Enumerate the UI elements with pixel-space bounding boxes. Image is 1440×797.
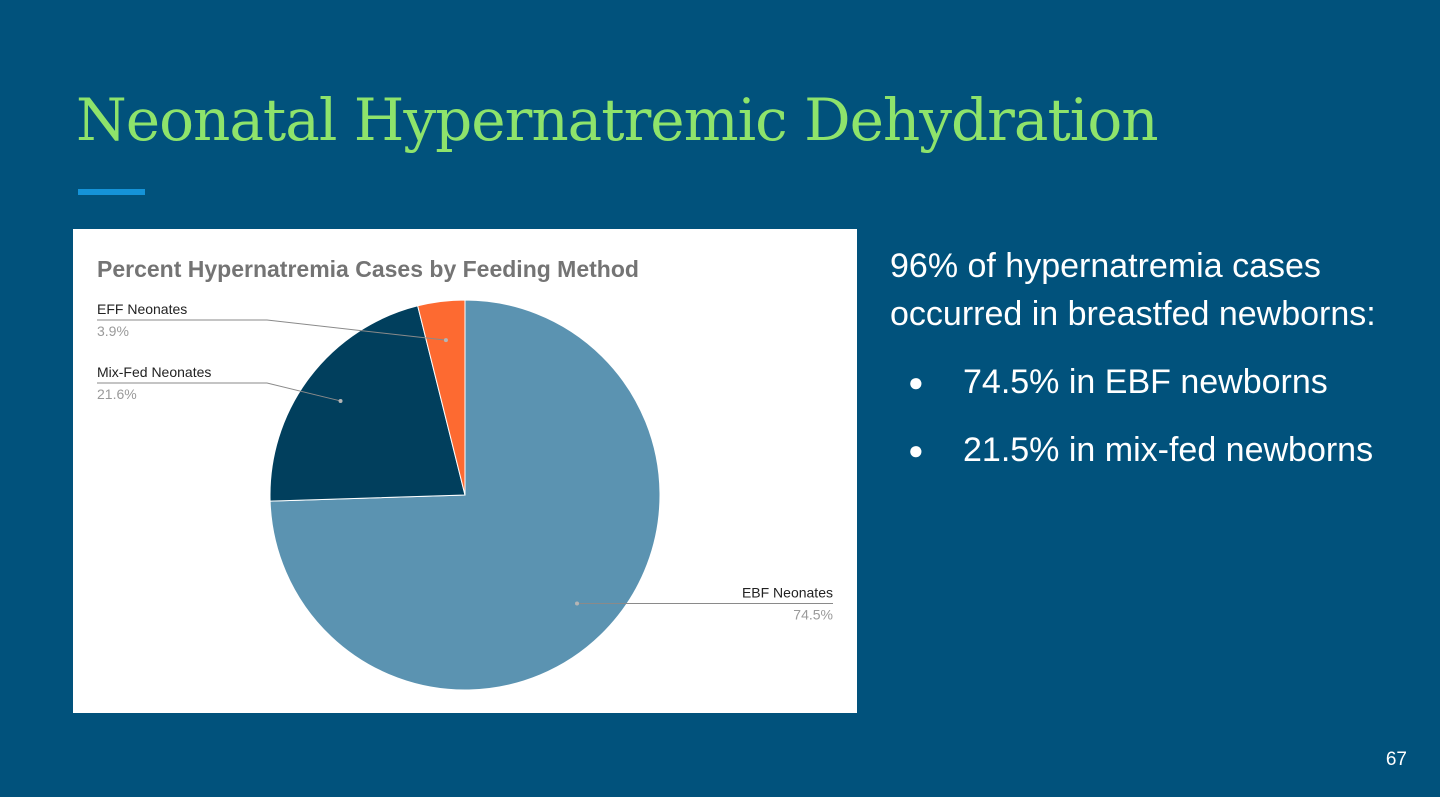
pie-slices: [269, 299, 661, 691]
chart-card: Percent Hypernatremia Cases by Feeding M…: [73, 229, 857, 713]
pie-slice-eff-neonates: [417, 299, 466, 496]
slide-title: Neonatal Hypernatremic Dehydration: [76, 86, 1159, 154]
summary-lead: 96% of hypernatremia cases occurred in b…: [890, 247, 1376, 333]
slice-label: EFF Neonates: [97, 301, 187, 317]
pie-slice-mix-fed-neonates: [269, 305, 466, 502]
pie-labels: EBF Neonates 74.5% Mix-Fed Neonates 21.6% EF…: [97, 301, 833, 623]
leader-line: [97, 319, 446, 341]
bullet-text: 21.5% in mix-fed newborns: [963, 431, 1374, 469]
slice-value-label: 3.9%: [97, 323, 129, 339]
title-accent-bar: [78, 189, 145, 195]
chart-title: Percent Hypernatremia Cases by Feeding M…: [97, 256, 639, 282]
bullet-text: 74.5% in EBF newborns: [963, 363, 1328, 401]
summary-panel: 96% of hypernatremia cases occurred in b…: [890, 242, 1390, 494]
page-number: 67: [1385, 749, 1407, 770]
list-item: ● 74.5% in EBF newborns: [890, 358, 1390, 406]
list-item: ● 21.5% in mix-fed newborns: [890, 426, 1390, 474]
slice-label: EBF Neonates: [742, 585, 833, 601]
pie-chart: Percent Hypernatremia Cases by Feeding M…: [97, 256, 833, 691]
leader-dot: [443, 338, 448, 343]
slice-label: Mix-Fed Neonates: [97, 364, 211, 380]
leader-dot: [338, 398, 343, 403]
slice-value-label: 21.6%: [97, 386, 137, 402]
leader-line: [97, 382, 341, 402]
summary-bullets: ● 74.5% in EBF newborns ● 21.5% in mix-f…: [890, 358, 1390, 474]
bullet-icon: ●: [908, 367, 924, 397]
leader-dot: [575, 601, 580, 606]
slice-value-label: 74.5%: [793, 607, 833, 623]
bullet-icon: ●: [908, 435, 924, 465]
